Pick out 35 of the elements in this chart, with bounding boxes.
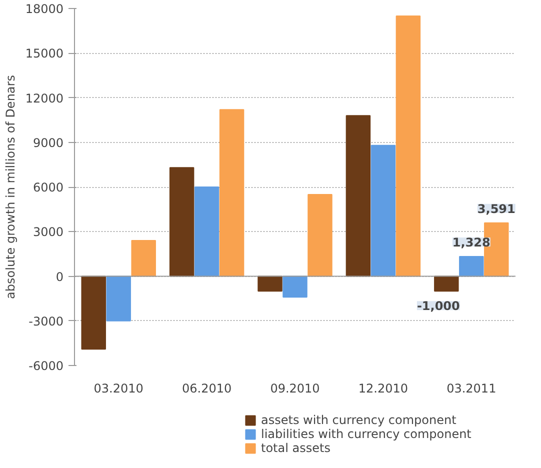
y-tick-label: -6000: [28, 359, 64, 373]
data-label: -1,000: [416, 299, 460, 314]
bar: [131, 240, 156, 277]
bar: [282, 276, 308, 298]
bar: [258, 276, 282, 292]
bar: [346, 115, 371, 277]
bar: [81, 276, 106, 350]
x-tick-label: 12.2010: [358, 382, 408, 396]
data-label: 3,591: [477, 202, 516, 216]
x-tick-label: 06.2010: [182, 382, 232, 396]
bar: [308, 194, 332, 277]
x-tick-label: 03.2010: [94, 382, 144, 396]
data-label: 1,328: [452, 235, 490, 250]
y-axis-title: absolute growth in millions of Denars: [3, 75, 18, 299]
y-tick-label: 15000: [25, 46, 64, 61]
y-tick-label: 3000: [32, 225, 64, 240]
bar: [459, 256, 484, 277]
x-tick-label: 03.2011: [446, 382, 496, 396]
bar: [169, 167, 194, 277]
legend-label: assets with currency component: [261, 413, 456, 427]
y-tick-label: 18000: [25, 2, 64, 16]
bar: [194, 186, 220, 277]
y-tick-label: 6000: [32, 180, 64, 194]
x-tick-label: 09.2010: [270, 382, 320, 396]
y-tick-label: -3000: [28, 314, 64, 328]
legend-label: total assets: [261, 441, 330, 455]
y-tick-label: 12000: [25, 91, 64, 106]
y-tick-label: 9000: [32, 136, 64, 150]
y-tick-label: 0: [56, 270, 64, 284]
bar: [106, 276, 131, 322]
bar: [219, 109, 244, 277]
bar: [370, 144, 396, 277]
legend-label: liabilities with currency component: [261, 427, 472, 441]
bar: [434, 276, 459, 292]
bar: [396, 15, 421, 277]
